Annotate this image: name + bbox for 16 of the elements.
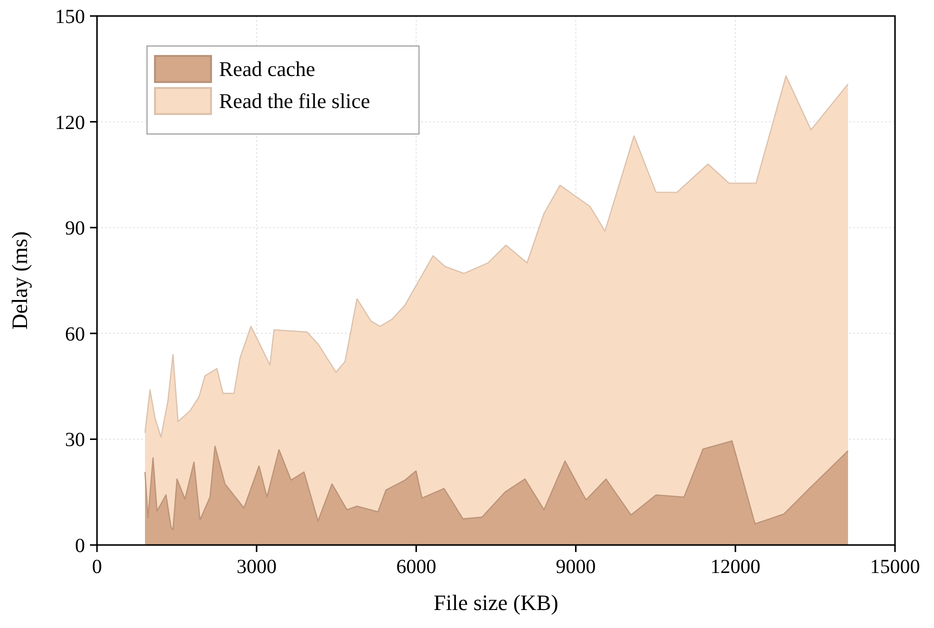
x-tick-label: 3000	[236, 556, 277, 578]
y-tick-label: 30	[65, 429, 85, 452]
y-tick-label: 0	[75, 535, 85, 557]
legend-label: Read cache	[219, 57, 316, 81]
x-tick-label: 15000	[870, 556, 920, 578]
y-tick-label: 120	[55, 112, 85, 134]
y-tick-label: 60	[65, 323, 85, 346]
x-tick-label: 9000	[556, 556, 596, 578]
x-tick-label: 6000	[396, 556, 436, 578]
x-tick-label: 12000	[710, 556, 760, 578]
legend-label: Read the file slice	[219, 89, 370, 113]
x-tick-label: 0	[92, 556, 102, 578]
y-axis-title: Delay (ms)	[7, 231, 32, 330]
y-tick-label: 90	[65, 218, 85, 240]
y-tick-label: 150	[55, 6, 85, 28]
x-axis-title: File size (KB)	[434, 590, 558, 615]
